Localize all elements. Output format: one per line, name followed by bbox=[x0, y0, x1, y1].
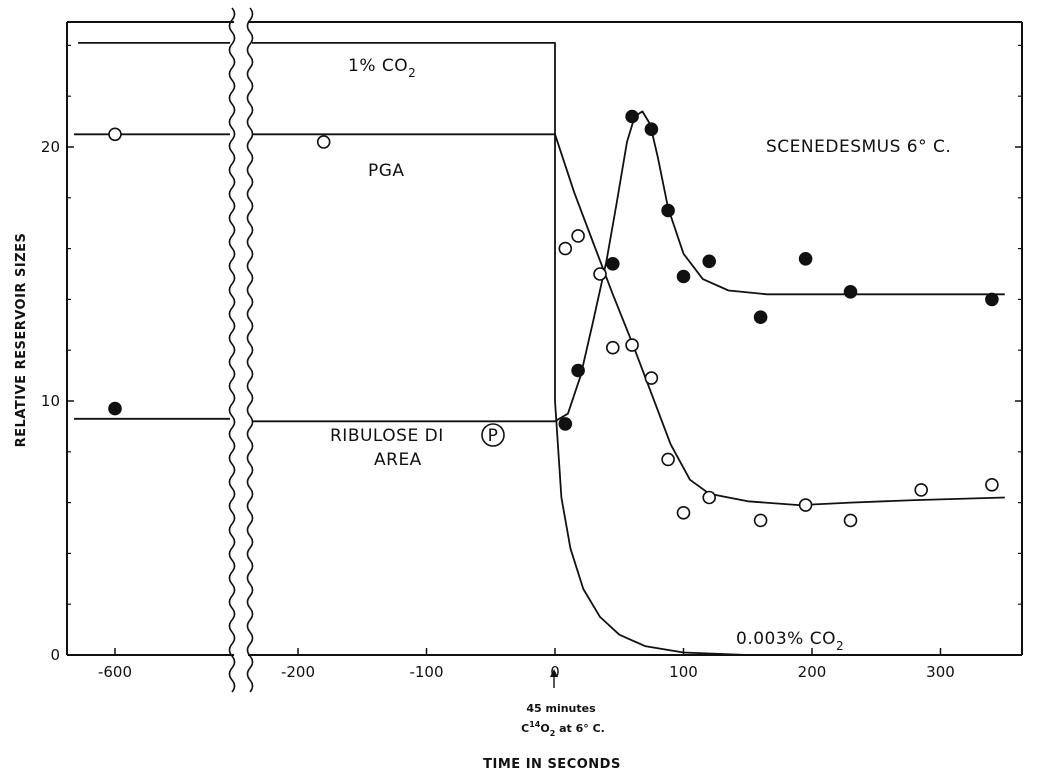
rudp-data-point bbox=[605, 256, 620, 271]
pga-data-point bbox=[914, 483, 929, 497]
rudp-data-point bbox=[644, 122, 659, 136]
pga-data-point bbox=[644, 371, 659, 385]
pga-data-point bbox=[108, 127, 122, 142]
x-tick-label: -600 bbox=[98, 663, 132, 681]
time-zero-arrow bbox=[550, 669, 558, 688]
rudp-data-point bbox=[753, 310, 768, 325]
pga-data-point bbox=[625, 338, 639, 352]
axis-break-gap bbox=[234, 0, 248, 680]
axis-break-wave-right bbox=[246, 7, 254, 693]
axis-break-wave-left bbox=[228, 7, 236, 693]
x-tick-label: 100 bbox=[669, 663, 698, 681]
rudp-data-point bbox=[843, 284, 858, 299]
rudp-data-point bbox=[108, 401, 122, 416]
note-line-1: 45 minutes bbox=[526, 702, 596, 715]
x-tick-label: 200 bbox=[798, 663, 827, 681]
rudp-data-point bbox=[571, 363, 585, 378]
rudp-data-point bbox=[661, 203, 675, 218]
pga-data-point bbox=[676, 505, 691, 520]
organism-label: SCENEDESMUS 6° C. bbox=[766, 137, 951, 157]
co2-curve bbox=[252, 42, 1018, 656]
pga-data-point bbox=[702, 490, 717, 505]
rudp-label-line2: AREA bbox=[374, 450, 422, 470]
y-axis-title: RELATIVE RESERVOIR SIZES bbox=[14, 233, 29, 448]
x-tick-label: 300 bbox=[926, 663, 955, 681]
y-tick-label: 0 bbox=[50, 646, 60, 664]
low-co2-label: 0.003% CO2 bbox=[736, 629, 844, 653]
pga-data-point bbox=[843, 513, 858, 528]
pga-data-point bbox=[985, 477, 999, 492]
pga-data-point bbox=[753, 513, 768, 528]
x-tick-label: -100 bbox=[409, 663, 443, 681]
rudp-data-point bbox=[702, 254, 717, 269]
y-tick-label: 10 bbox=[41, 392, 60, 410]
pga-data-point bbox=[571, 229, 585, 243]
pga-label: PGA bbox=[368, 161, 405, 181]
pga-data-point bbox=[593, 267, 607, 281]
pga-curve bbox=[252, 133, 1005, 506]
note-line-2: C14O2 at 6° C. bbox=[521, 720, 605, 738]
pga-data-point bbox=[558, 241, 573, 256]
pga-data-point bbox=[798, 498, 813, 512]
plot-frame bbox=[66, 21, 1023, 656]
pga-data-point bbox=[661, 452, 675, 467]
y-tick-label: 20 bbox=[41, 138, 60, 156]
high-co2-label: 1% CO2 bbox=[348, 56, 416, 80]
x-axis-title: TIME IN SECONDS bbox=[483, 757, 621, 772]
rudp-data-point bbox=[985, 292, 999, 307]
rudp-label-line1: RIBULOSE DI bbox=[330, 426, 444, 446]
rudp-data-point bbox=[798, 251, 813, 266]
rudp-data-point bbox=[558, 417, 573, 431]
circled-p-letter: P bbox=[488, 426, 499, 446]
x-tick-label: -200 bbox=[281, 663, 315, 681]
rudp-data-point bbox=[625, 109, 639, 124]
pga-data-point bbox=[605, 340, 620, 355]
rudp-data-point bbox=[676, 269, 691, 284]
circled-p-ring bbox=[481, 423, 505, 447]
pga-data-point bbox=[316, 135, 331, 149]
